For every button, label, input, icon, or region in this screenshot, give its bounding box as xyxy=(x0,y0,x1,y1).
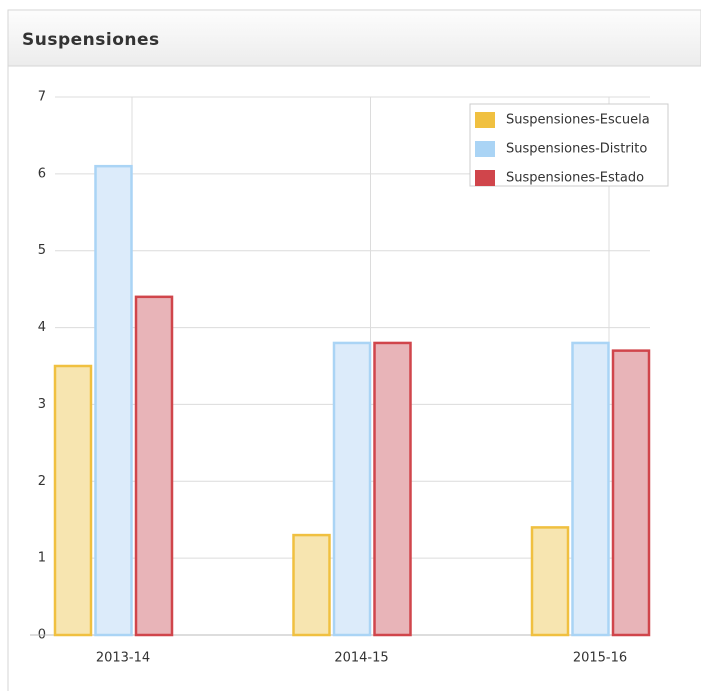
legend-swatch xyxy=(475,170,495,186)
bar xyxy=(571,341,610,637)
y-tick-label: 1 xyxy=(38,551,46,566)
legend-swatch xyxy=(475,112,495,128)
legend-label: Suspensiones-Escuela xyxy=(506,113,650,128)
bar xyxy=(53,364,93,637)
x-tick-label: 2015-16 xyxy=(573,651,627,666)
y-tick-label: 6 xyxy=(38,166,46,181)
legend-label: Suspensiones-Estado xyxy=(506,171,644,186)
panel-header xyxy=(7,9,701,67)
y-tick-label: 3 xyxy=(38,397,46,412)
panel-title: Suspensiones xyxy=(22,30,160,50)
x-tick-label: 2014-15 xyxy=(334,651,388,666)
bar xyxy=(611,349,651,637)
y-tick-label: 4 xyxy=(38,320,46,335)
bar xyxy=(373,341,412,637)
y-tick-label: 5 xyxy=(38,243,46,258)
bar xyxy=(292,533,331,637)
y-tick-label: 7 xyxy=(38,90,46,105)
bar xyxy=(134,295,174,637)
bar xyxy=(94,164,133,637)
bar xyxy=(530,526,570,637)
y-tick-label: 2 xyxy=(38,474,46,489)
legend-label: Suspensiones-Distrito xyxy=(506,142,647,157)
bar xyxy=(332,341,372,637)
legend-box xyxy=(469,103,669,187)
legend-swatch xyxy=(475,141,495,157)
x-tick-label: 2013-14 xyxy=(96,651,150,666)
